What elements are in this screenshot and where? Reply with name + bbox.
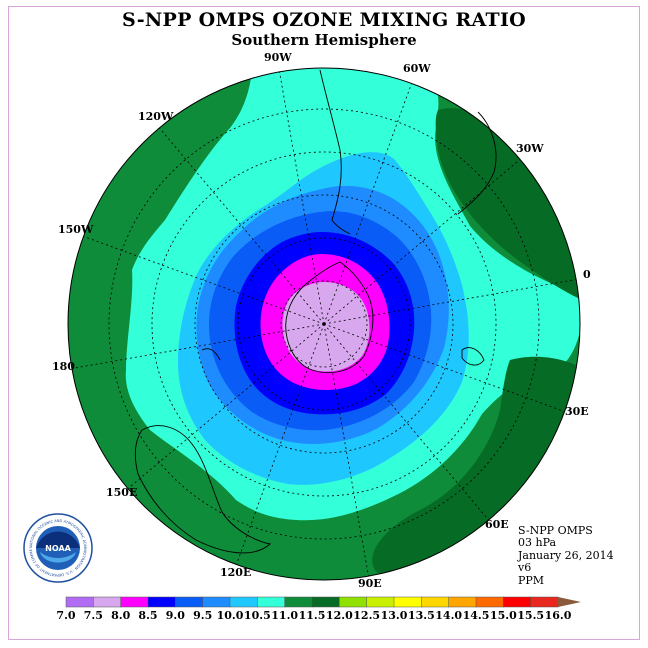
latitude-circles: [108, 108, 540, 540]
colorbar-tick-label: 12.0: [325, 609, 353, 622]
colorbar-cell: [229, 596, 258, 608]
colorbar-cell: [257, 596, 286, 608]
lon-label-120e: 120E: [220, 566, 252, 579]
colorbar-cell: [284, 596, 313, 608]
colorbar-cell: [65, 596, 94, 608]
info-level: 03 hPa: [518, 536, 557, 550]
colorbar-cell: [339, 596, 368, 608]
colorbar-tick-label: 14.0: [435, 609, 463, 622]
lon-label-150w: 150W: [58, 223, 94, 236]
lon-label-180: 180: [52, 360, 75, 373]
colorbar-cell: [93, 596, 122, 608]
colorbar-tick-label: 14.5: [462, 609, 490, 622]
colorbar-cell: [202, 596, 231, 608]
colorbar-cell: [393, 596, 422, 608]
colorbar-tick-label: 11.5: [298, 609, 326, 622]
colorbar-tick-label: 7.0: [56, 609, 76, 622]
colorbar-cells: [65, 596, 559, 608]
colorbar-cell: [530, 596, 559, 608]
colorbar-tick-label: 10.0: [216, 609, 244, 622]
colorbar-cell: [448, 596, 477, 608]
colorbar-tick-label: 7.5: [83, 609, 103, 622]
colorbar-cell: [147, 596, 176, 608]
map-border: [67, 67, 581, 581]
colorbar-tick-label: 13.5: [407, 609, 435, 622]
plot-frame: [8, 6, 640, 640]
colorbar-tick-label: 9.5: [193, 609, 213, 622]
colorbar-cell: [421, 596, 450, 608]
colorbar-tick-label: 10.5: [243, 609, 271, 622]
colorbar-cell: [175, 596, 204, 608]
colorbar-tick-label: 12.5: [353, 609, 381, 622]
contour-11-5-east: [435, 108, 580, 300]
colorbar-cell: [311, 596, 340, 608]
lon-label-30e: 30E: [565, 405, 589, 418]
map-subtitle: Southern Hemisphere: [231, 31, 417, 49]
info-units: PPM: [518, 573, 545, 587]
lon-label-0: 0: [583, 268, 591, 281]
colorbar-tick-label: 11.0: [271, 609, 299, 622]
info-version: v6: [518, 561, 532, 575]
colorbar-cell: [120, 596, 149, 608]
colorbar-tick-label: 15.0: [489, 609, 517, 622]
contour-11-5-south: [372, 356, 580, 575]
colorbar-tick-label: 16.0: [544, 609, 572, 622]
colorbar-tick-label: 9.0: [165, 609, 185, 622]
info-date: January 26, 2014: [518, 548, 614, 562]
colorbar-cell: [475, 596, 504, 608]
info-instrument: S-NPP OMPS: [518, 524, 593, 537]
lon-label-30w: 30W: [516, 142, 544, 155]
colorbar-tick-label: 13.0: [380, 609, 408, 622]
colorbar-tick-label: 8.0: [111, 609, 131, 622]
colorbar-tick-label: 15.5: [517, 609, 545, 622]
info-block: S-NPP OMPS 03 hPa January 26, 2014 v6 PP…: [518, 524, 614, 587]
noaa-logo-text: NOAA: [45, 544, 71, 553]
map-title: S-NPP OMPS OZONE MIXING RATIO: [121, 9, 527, 31]
colorbar-end-triangle: [558, 597, 581, 607]
lon-label-120w: 120W: [138, 110, 174, 123]
colorbar-cell: [366, 596, 395, 608]
lon-label-150e: 150E: [106, 486, 138, 499]
lon-label-60w: 60W: [403, 62, 431, 75]
lon-label-90w: 90W: [264, 51, 292, 64]
colorbar-cell: [503, 596, 532, 608]
colorbar-tick-label: 8.5: [138, 609, 158, 622]
coastlines: [134, 69, 497, 554]
lon-label-60e: 60E: [485, 518, 509, 531]
lon-label-90e: 90E: [358, 577, 382, 590]
